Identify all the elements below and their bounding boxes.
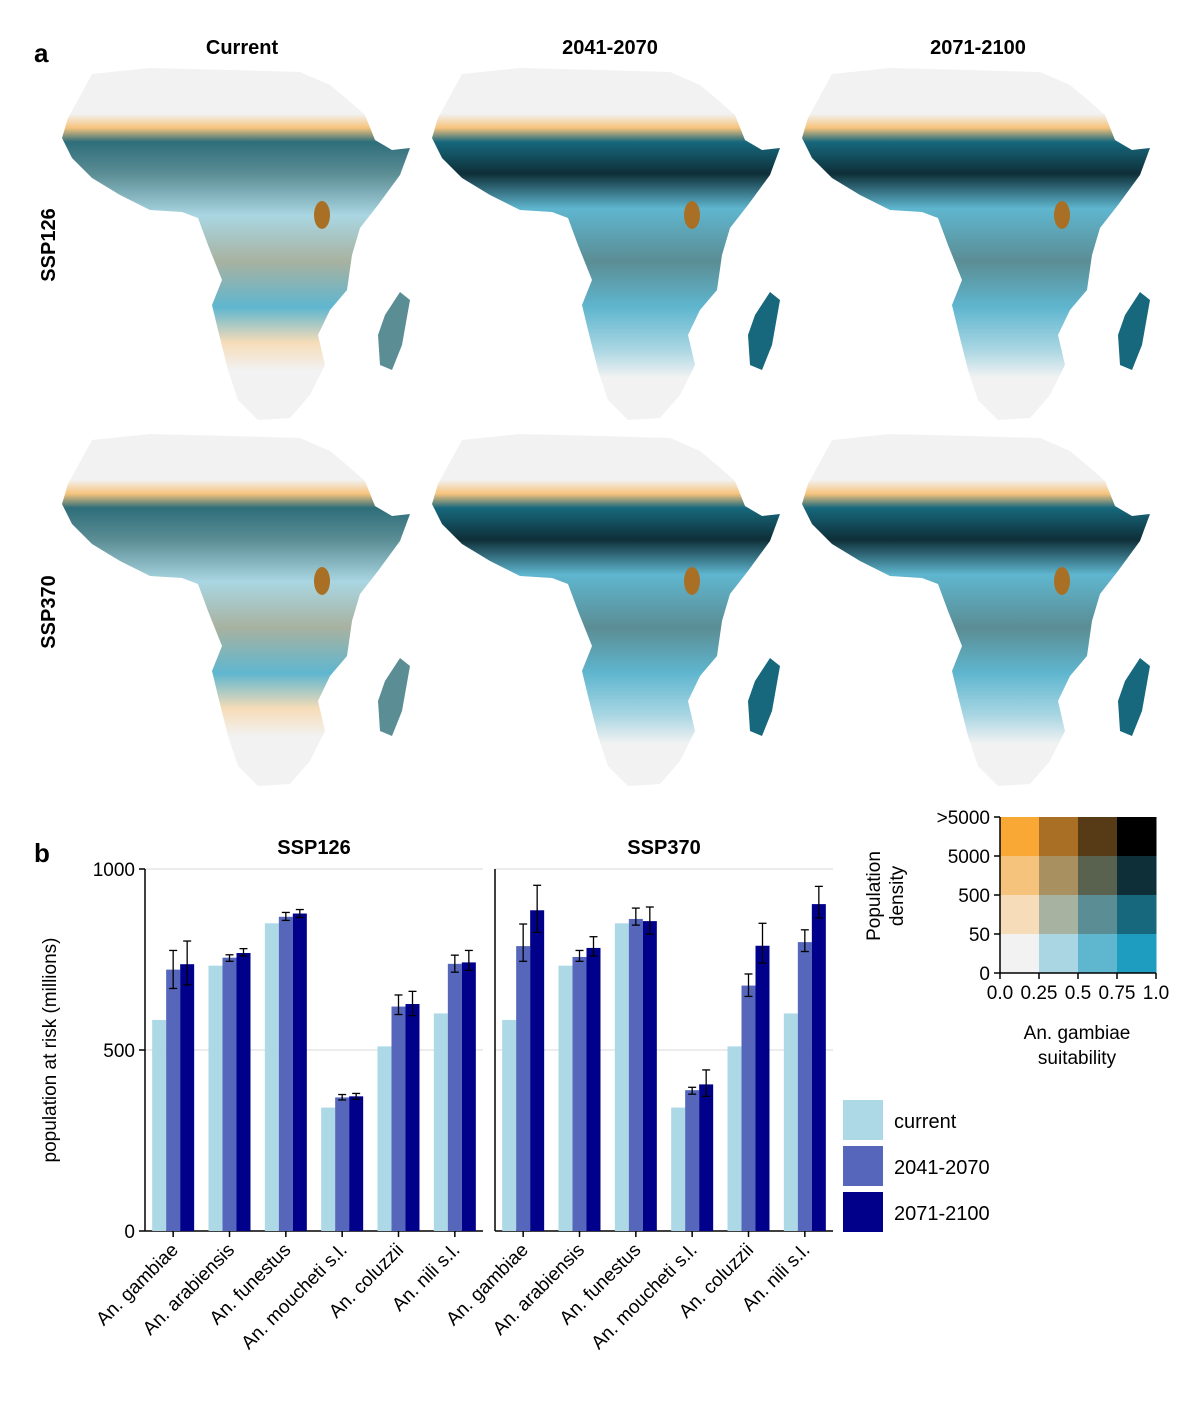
- bivariate-cell: [1039, 895, 1079, 935]
- bar-an-nili-s-l-2071-2100: [461, 962, 476, 1231]
- bivariate-y-tick-label: 50: [969, 925, 990, 946]
- bivariate-x-tick-label: 0.25: [1021, 983, 1058, 1004]
- bar-an-coluzzii-2041-2070: [391, 1006, 406, 1231]
- bivariate-cell: [1117, 856, 1157, 896]
- legend-label-2071-2100: 2071-2100: [894, 1203, 990, 1225]
- bar-an-funestus-2041-2070: [628, 918, 643, 1231]
- bivariate-x-tick-label: 0.5: [1065, 983, 1091, 1004]
- bivariate-y-label-line2: density: [887, 865, 908, 926]
- bar-an-arabiensis-2071-2100: [586, 947, 601, 1231]
- bar-an-funestus-2071-2100: [292, 913, 307, 1231]
- bivariate-cell: [1078, 934, 1118, 974]
- bar-an-nili-s-l-2071-2100: [811, 904, 826, 1231]
- x-tick-label: An. moucheti s.l.: [588, 1240, 702, 1354]
- bivariate-cell: [1039, 934, 1079, 974]
- bar-an-funestus-2041-2070: [278, 916, 293, 1231]
- x-tick-label: An. moucheti s.l.: [238, 1240, 352, 1354]
- bar-an-funestus-current: [614, 923, 629, 1231]
- bivariate-cell: [1000, 856, 1040, 896]
- bivariate-y-tick-label: >5000: [937, 808, 990, 829]
- bivariate-y-tick-label: 0: [979, 964, 990, 985]
- bivariate-cell: [1117, 895, 1157, 935]
- map-ssp370-2071-2100: [802, 434, 1150, 786]
- bar-chart-title: SSP126: [277, 837, 350, 859]
- bivariate-x-tick-label: 1.0: [1143, 983, 1169, 1004]
- bar-an-coluzzii-2071-2100: [405, 1004, 420, 1231]
- bar-an-funestus-current: [264, 923, 279, 1231]
- y-axis-label: population at risk (millions): [40, 938, 61, 1163]
- bar-an-nili-s-l-2041-2070: [447, 963, 462, 1231]
- bar-an-arabiensis-2041-2070: [572, 956, 587, 1231]
- bivariate-legend: Population density An. gambiae suitabili…: [864, 808, 1169, 1069]
- bivariate-y-label-line1: Population: [864, 851, 885, 941]
- bar-an-gambiae-2041-2070: [166, 969, 181, 1231]
- bivariate-cell: [1039, 856, 1079, 896]
- y-tick-label: 500: [103, 1041, 135, 1062]
- map-ssp370-current: [62, 434, 410, 786]
- map-column-title-2071-2100: 2071-2100: [930, 37, 1026, 59]
- bar-an-arabiensis-2041-2070: [222, 957, 237, 1231]
- bar-chart-title: SSP370: [627, 837, 700, 859]
- map-ssp370-2041-2070: [432, 434, 780, 786]
- bar-an-nili-s-l-current: [783, 1013, 798, 1231]
- bar-an-moucheti-s-l-current: [671, 1107, 686, 1231]
- bar-an-gambiae-2041-2070: [516, 946, 531, 1231]
- bar-an-nili-s-l-2041-2070: [797, 942, 812, 1231]
- bivariate-cell: [1039, 817, 1079, 857]
- bivariate-x-tick-label: 0.75: [1099, 983, 1136, 1004]
- bivariate-y-tick-label: 5000: [948, 847, 990, 868]
- map-column-title-2041-2070: 2041-2070: [562, 37, 658, 59]
- map-row-title-ssp370: SSP370: [38, 575, 60, 648]
- bar-an-moucheti-s-l-2071-2100: [349, 1096, 364, 1231]
- bar-an-gambiae-2071-2100: [180, 964, 195, 1231]
- legend-swatch-current: [843, 1100, 883, 1140]
- bivariate-cell: [1078, 856, 1118, 896]
- map-column-title-current: Current: [206, 37, 279, 59]
- legend-swatch-2071-2100: [843, 1192, 883, 1232]
- series-legend: current 2041-2070 2071-2100: [843, 1100, 990, 1232]
- bar-an-funestus-2071-2100: [642, 921, 657, 1231]
- bar-an-nili-s-l-current: [433, 1013, 448, 1231]
- y-tick-label: 1000: [93, 860, 135, 881]
- bar-an-coluzzii-current: [377, 1046, 392, 1231]
- map-ssp126-2041-2070: [432, 68, 780, 420]
- map-ssp126-current: [62, 68, 410, 420]
- bivariate-x-label-line2: suitability: [1038, 1048, 1117, 1069]
- bar-an-gambiae-current: [502, 1019, 517, 1231]
- bivariate-cell: [1000, 895, 1040, 935]
- legend-swatch-2041-2070: [843, 1146, 883, 1186]
- bar-an-moucheti-s-l-current: [321, 1107, 336, 1231]
- bar-an-coluzzii-2071-2100: [755, 945, 770, 1231]
- bivariate-cell: [1117, 817, 1157, 857]
- bivariate-y-tick-label: 500: [958, 886, 990, 907]
- bar-an-arabiensis-current: [558, 965, 573, 1231]
- map-ssp126-2071-2100: [802, 68, 1150, 420]
- y-tick-label: 0: [124, 1222, 135, 1243]
- map-row-title-ssp126: SSP126: [38, 208, 60, 281]
- bar-an-arabiensis-2071-2100: [236, 952, 251, 1231]
- bivariate-cell: [1000, 817, 1040, 857]
- bivariate-cell: [1078, 817, 1118, 857]
- bar-an-coluzzii-current: [727, 1046, 742, 1231]
- legend-label-2041-2070: 2041-2070: [894, 1157, 990, 1179]
- bivariate-x-tick-label: 0.0: [987, 983, 1013, 1004]
- bar-an-moucheti-s-l-2041-2070: [335, 1097, 350, 1231]
- bar-an-moucheti-s-l-2071-2100: [699, 1084, 714, 1231]
- panel-a-label: a: [34, 38, 49, 68]
- bivariate-cell: [1078, 895, 1118, 935]
- bivariate-x-label-line1: An. gambiae: [1024, 1023, 1131, 1044]
- legend-label-current: current: [894, 1111, 957, 1133]
- bar-an-gambiae-2071-2100: [530, 910, 545, 1231]
- panel-b-label: b: [34, 838, 50, 868]
- bivariate-cell: [1117, 934, 1157, 974]
- bar-an-gambiae-current: [152, 1019, 167, 1231]
- bivariate-cell: [1000, 934, 1040, 974]
- bar-an-coluzzii-2041-2070: [741, 985, 756, 1231]
- bar-an-arabiensis-current: [208, 965, 223, 1231]
- bar-an-moucheti-s-l-2041-2070: [685, 1090, 700, 1231]
